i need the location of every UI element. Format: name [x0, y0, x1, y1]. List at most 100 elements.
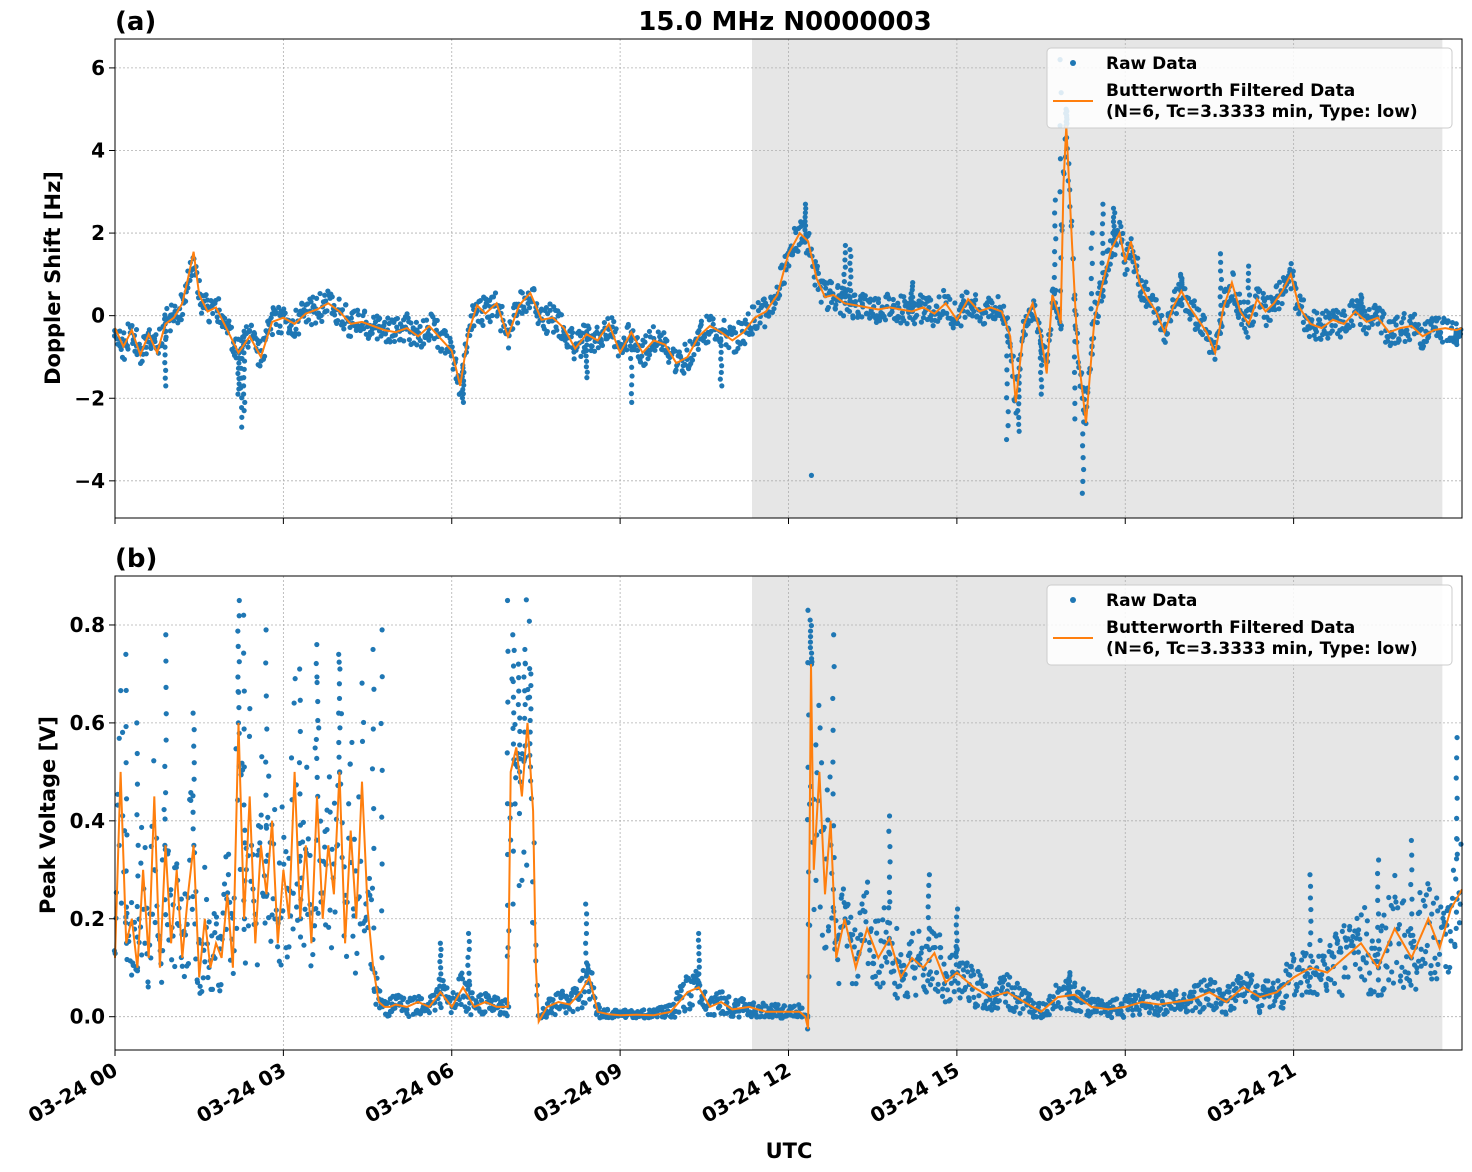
- raw-data-point: [1396, 336, 1402, 342]
- raw-data-point: [661, 330, 667, 336]
- raw-data-point: [301, 942, 307, 948]
- raw-data-point: [752, 1008, 759, 1015]
- raw-data-point: [239, 424, 245, 430]
- raw-data-point: [1355, 927, 1362, 933]
- raw-data-point: [428, 333, 434, 339]
- raw-data-point: [1299, 992, 1305, 998]
- raw-data-point: [1128, 236, 1134, 242]
- raw-data-point: [1094, 319, 1100, 326]
- raw-data-point: [1283, 993, 1290, 999]
- y-tick-label: 0.2: [70, 907, 105, 931]
- raw-data-point: [1409, 911, 1415, 917]
- raw-data-point: [847, 294, 853, 301]
- raw-data-point: [855, 935, 861, 941]
- raw-data-point: [584, 342, 590, 348]
- raw-data-point: [1216, 987, 1223, 993]
- raw-data-point: [438, 971, 444, 977]
- raw-data-point: [1453, 856, 1460, 862]
- raw-data-point: [408, 320, 414, 326]
- raw-data-point: [1071, 354, 1078, 360]
- y-axis-label-b: Peak Voltage [V]: [36, 716, 60, 914]
- raw-data-point: [286, 855, 292, 861]
- raw-data-point: [544, 328, 550, 335]
- raw-data-point: [1118, 1008, 1124, 1014]
- raw-data-point: [517, 742, 523, 748]
- raw-data-point: [1016, 428, 1022, 434]
- raw-data-point: [311, 923, 318, 929]
- raw-data-point: [1341, 974, 1347, 980]
- raw-data-point: [1187, 316, 1193, 322]
- raw-data-point: [641, 1007, 647, 1013]
- raw-data-point: [1390, 906, 1396, 912]
- raw-data-point: [781, 1003, 787, 1009]
- raw-data-point: [297, 791, 303, 797]
- raw-data-point: [1233, 985, 1239, 991]
- raw-data-point: [953, 922, 959, 928]
- raw-data-point: [892, 980, 898, 986]
- raw-data-point: [135, 873, 141, 879]
- raw-data-point: [938, 954, 944, 960]
- raw-data-point: [1287, 972, 1293, 978]
- raw-data-point: [1306, 333, 1313, 340]
- raw-data-point: [312, 745, 318, 751]
- raw-data-point: [235, 391, 241, 397]
- raw-data-point: [264, 726, 270, 732]
- raw-data-point: [241, 764, 247, 770]
- raw-data-point: [1398, 973, 1404, 979]
- legend-box: [1046, 47, 1453, 129]
- raw-data-point: [963, 963, 969, 969]
- raw-data-point: [1341, 923, 1347, 929]
- raw-data-point: [1381, 311, 1387, 317]
- raw-data-point: [237, 866, 243, 873]
- raw-data-point: [313, 295, 320, 301]
- raw-data-point: [1458, 841, 1464, 847]
- raw-data-point: [276, 860, 283, 866]
- raw-data-point: [172, 303, 178, 309]
- raw-data-point: [241, 350, 247, 356]
- raw-data-point: [178, 317, 184, 323]
- raw-data-point: [315, 717, 321, 724]
- raw-data-point: [584, 347, 590, 354]
- raw-data-point: [510, 901, 516, 907]
- raw-data-point: [437, 983, 443, 989]
- raw-data-point: [1381, 912, 1387, 918]
- raw-data-point: [528, 706, 534, 712]
- raw-data-point: [1109, 1014, 1115, 1021]
- raw-data-point: [1111, 228, 1118, 234]
- raw-data-point: [284, 954, 290, 960]
- raw-data-point: [1155, 306, 1161, 312]
- raw-data-point: [1262, 303, 1269, 309]
- raw-data-point: [825, 924, 832, 930]
- raw-data-point: [1007, 974, 1013, 980]
- raw-data-point: [1453, 876, 1459, 882]
- raw-data-point: [1327, 942, 1333, 949]
- raw-data-point: [220, 910, 226, 916]
- raw-data-point: [1413, 986, 1419, 992]
- raw-data-point: [245, 923, 252, 929]
- raw-data-point: [802, 214, 808, 220]
- raw-data-point: [1039, 384, 1045, 390]
- raw-data-point: [881, 939, 887, 945]
- raw-data-point: [336, 659, 342, 665]
- raw-data-point: [1404, 327, 1410, 333]
- raw-data-point: [1428, 963, 1434, 969]
- raw-data-point: [314, 774, 320, 780]
- raw-data-point: [1454, 734, 1460, 741]
- raw-data-point: [1349, 298, 1355, 304]
- raw-data-point: [242, 840, 248, 846]
- raw-data-point: [1141, 283, 1147, 289]
- raw-data-point: [1335, 309, 1341, 315]
- raw-data-point: [1153, 297, 1159, 303]
- raw-data-point: [791, 225, 798, 232]
- raw-data-point: [245, 344, 251, 350]
- raw-data-point: [432, 1007, 438, 1013]
- raw-data-point: [842, 242, 848, 249]
- raw-data-point: [235, 674, 241, 680]
- raw-data-point: [179, 963, 185, 969]
- raw-data-point: [1375, 884, 1381, 890]
- raw-data-point: [269, 331, 276, 338]
- raw-data-point: [954, 946, 960, 952]
- raw-data-point: [134, 812, 140, 818]
- raw-data-point: [222, 315, 228, 321]
- raw-data-point: [241, 726, 247, 732]
